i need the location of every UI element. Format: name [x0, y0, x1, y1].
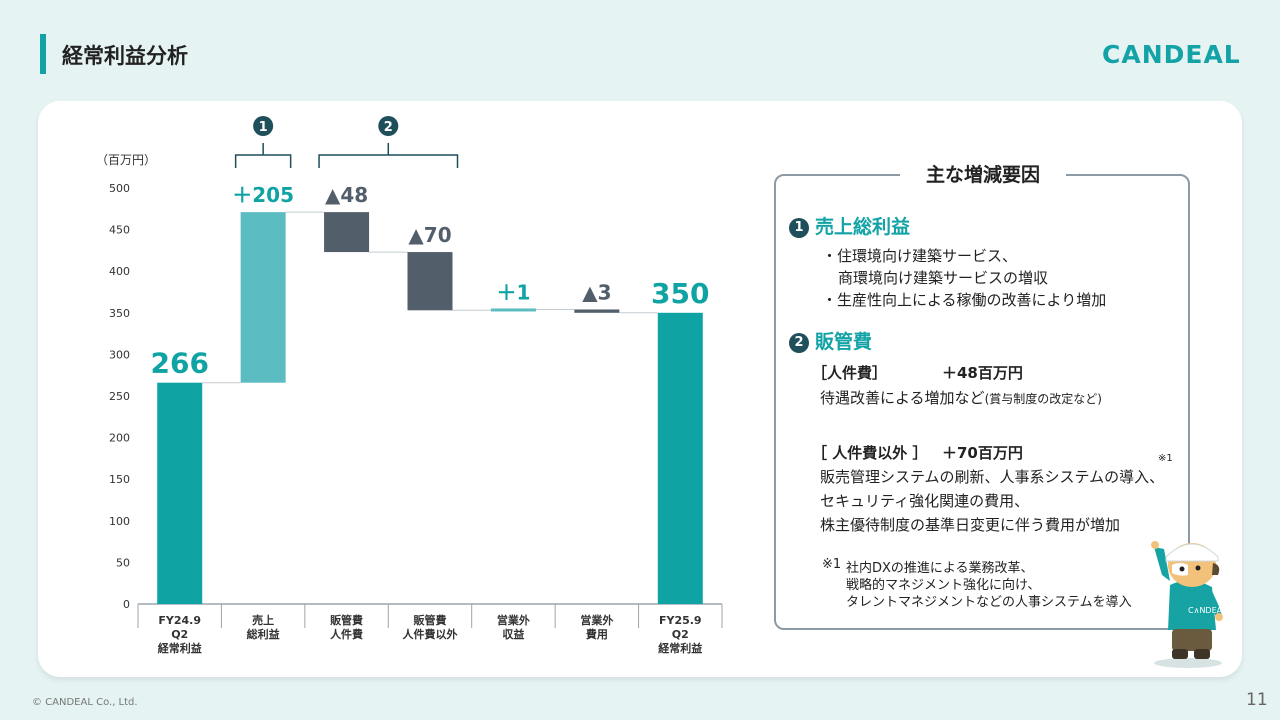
group-bracket	[234, 154, 292, 168]
x-category-label: 人件費	[330, 627, 363, 641]
y-tick-label: 300	[109, 348, 130, 361]
factor-line: 株主優待制度の基準日変更に伴う費用が増加	[820, 516, 1121, 534]
section-number-badge: 2	[789, 333, 809, 353]
y-tick-label: 200	[109, 432, 130, 445]
footnote-mark: ※1	[822, 557, 842, 572]
personnel-desc-main: 待遇改善による増加など	[820, 389, 985, 407]
bar-value-label: 350	[651, 277, 709, 310]
x-category-label: FY25.9	[659, 614, 702, 627]
bar-value-label: ▲3	[582, 280, 611, 304]
section-heading-text: 売上総利益	[815, 216, 911, 238]
personnel-description: 待遇改善による増加など(賞与制度の改定など)	[820, 387, 1102, 408]
waterfall-bar	[490, 308, 536, 312]
factor-line: ・生産性向上による稼働の改善により増加	[822, 291, 1107, 309]
y-tick-label: 0	[123, 598, 130, 611]
y-tick-label: 100	[109, 515, 130, 528]
x-category-label: 費用	[585, 627, 608, 641]
x-category-label: 収益	[502, 627, 524, 641]
footnote-mark: ※1	[1158, 453, 1173, 464]
x-category-label: Q2	[171, 628, 188, 641]
factor-line: ・住環境向け建築サービス、	[822, 247, 1018, 265]
bar-value-label: ▲70	[408, 223, 451, 247]
bar-value-label: ＋1	[496, 280, 530, 304]
x-category-label: 経常利益	[658, 641, 702, 655]
x-category-label: Q2	[672, 628, 689, 641]
section-number-badge: 1	[789, 218, 809, 238]
waterfall-bar	[657, 312, 703, 604]
x-category-label: 人件費以外	[403, 627, 458, 641]
x-category-label: FY24.9	[158, 614, 201, 627]
x-category-label: 売上	[252, 613, 274, 627]
x-category-label: 販管費	[414, 613, 447, 627]
bar-value-label: ▲48	[325, 183, 368, 207]
footnote-line: 社内DXの推進による業務改革、	[846, 561, 1034, 576]
personnel-label: ［人件費］	[812, 364, 888, 382]
section-sga-heading: 2 販管費	[789, 327, 872, 354]
group-number-badge	[378, 116, 399, 136]
factors-panel	[774, 174, 1190, 630]
title-accent-bar	[40, 34, 46, 74]
other-cost-label: ［ 人件費以外 ］	[812, 444, 928, 462]
personnel-desc-small: (賞与制度の改定など)	[984, 392, 1102, 406]
factors-panel-title: 主な増減要因	[900, 160, 1066, 187]
page-number: 11	[1246, 690, 1268, 710]
mascot-illustration: C∧NDEAL	[1151, 541, 1227, 668]
footnote-line: 戦略的マネジメント強化に向け、	[846, 578, 1041, 593]
waterfall-bar	[574, 309, 620, 313]
footnote-line: タレントマネジメントなどの人事システムを導入	[846, 595, 1132, 610]
group-number-badge	[253, 116, 274, 136]
section-gross-profit-heading: 1 売上総利益	[789, 212, 910, 239]
waterfall-bar	[240, 212, 286, 383]
y-tick-label: 500	[109, 182, 130, 195]
waterfall-bar	[324, 212, 370, 253]
factor-line: 商環境向け建築サービスの増収	[838, 269, 1049, 287]
bar-value-label: ＋205	[232, 183, 294, 207]
y-tick-label: 50	[116, 556, 130, 569]
x-category-label: 営業外	[497, 613, 530, 627]
waterfall-bar	[407, 252, 453, 311]
y-tick-label: 350	[109, 307, 130, 320]
x-category-label: 営業外	[580, 613, 613, 627]
svg-text:C∧NDEAL: C∧NDEAL	[1188, 606, 1227, 615]
x-category-label: 販管費	[330, 613, 363, 627]
copyright-footer: © CANDEAL Co., Ltd.	[32, 697, 138, 708]
page-title: 経常利益分析	[62, 44, 188, 68]
bar-value-label: 266	[150, 347, 208, 380]
group-number-label: 1	[259, 120, 268, 135]
waterfall-bar	[157, 382, 203, 604]
section-heading-text: 販管費	[815, 331, 873, 353]
y-tick-label: 400	[109, 265, 130, 278]
group-bracket	[318, 154, 459, 168]
y-axis-unit-label: （百万円）	[96, 153, 156, 167]
personnel-value: ＋48百万円	[942, 364, 1023, 382]
group-number-label: 2	[384, 120, 393, 135]
factor-line: セキュリティ強化関連の費用、	[820, 492, 1030, 510]
company-logo: CANDEAL	[1102, 40, 1241, 69]
y-tick-label: 450	[109, 224, 130, 237]
y-tick-label: 150	[109, 473, 130, 486]
other-cost-value: ＋70百万円	[942, 444, 1023, 462]
x-category-label: 経常利益	[158, 641, 202, 655]
y-tick-label: 250	[109, 390, 130, 403]
x-category-label: 総利益	[247, 627, 280, 641]
factor-line: 販売管理システムの刷新、人事系システムの導入、	[820, 468, 1165, 486]
